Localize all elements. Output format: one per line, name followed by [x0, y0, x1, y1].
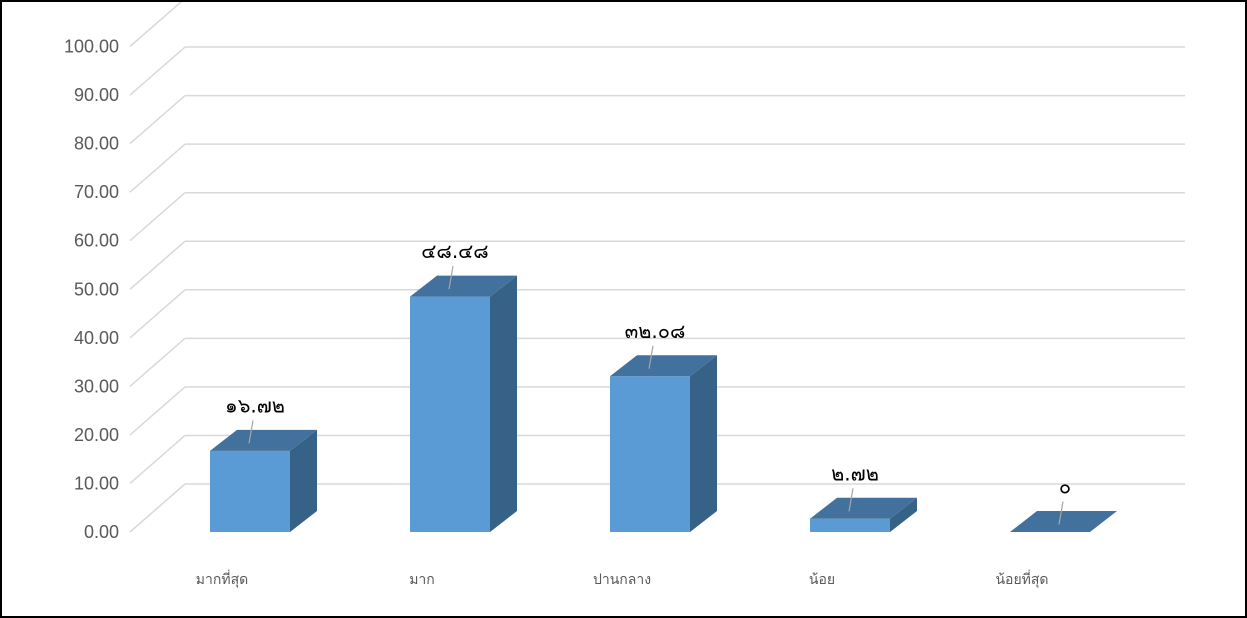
bar-top [610, 355, 717, 377]
x-category-label: มาก [409, 572, 435, 588]
y-axis-ticks: 0.00 10.00 20.00 30.00 40.00 50.00 60.00 70.00 8… [64, 37, 119, 543]
leader-line [448, 266, 454, 290]
x-category-label: ปานกลาง [593, 572, 651, 588]
data-label: ๑๖.๗๒ [225, 393, 285, 417]
y-tick-label: 60.00 [74, 231, 119, 251]
bar-front [210, 450, 290, 532]
bars [210, 275, 1117, 532]
gridline-diagonal [129, 95, 186, 145]
x-axis-categories: มากที่สุด มาก ปานกลาง น้อย น้อยที่สุด [196, 570, 1049, 588]
gridline-diagonal [129, 46, 186, 96]
y-tick-label: 40.00 [74, 328, 119, 348]
gridline-diagonal [129, 337, 186, 387]
y-tick-label: 10.00 [74, 473, 119, 493]
bar-top [1010, 511, 1117, 532]
data-label: ๓๒.๐๘ [625, 319, 686, 343]
bar [210, 429, 317, 532]
x-category-label: มากที่สุด [196, 570, 248, 588]
leader-line [1058, 501, 1064, 525]
y-tick-label: 90.00 [74, 85, 119, 105]
bar-front [610, 376, 690, 532]
y-tick-label: 80.00 [74, 134, 119, 154]
bar-top [810, 497, 917, 519]
data-label: ๐ [1059, 475, 1071, 499]
gridline-diagonal [129, 434, 186, 485]
bar [410, 275, 517, 532]
gridline-diagonal [129, 143, 186, 193]
leader-line [848, 488, 854, 512]
bar [810, 497, 917, 532]
gridline-diagonal [129, 289, 186, 339]
leader-line [248, 420, 254, 444]
data-label: ๒.๗๒ [831, 461, 879, 485]
y-tick-label: 30.00 [74, 376, 119, 396]
bar [1010, 511, 1117, 532]
gridline-diagonal [129, 483, 186, 533]
bar-top [210, 429, 317, 451]
leader-line [648, 345, 654, 369]
x-category-label: น้อย [809, 572, 835, 588]
y-tick-label: 0.00 [84, 522, 119, 542]
gridline-diagonal [129, 386, 186, 436]
bar-side [890, 497, 917, 532]
y-tick-label: 100.00 [64, 37, 119, 57]
gridline-diagonal [129, 192, 186, 242]
gridline-diagonal [129, 240, 186, 290]
bar-side [490, 275, 517, 532]
data-label: ๔๘.๔๘ [421, 239, 489, 263]
x-category-label: น้อยที่สุด [995, 570, 1048, 588]
bar-front [410, 296, 490, 532]
bar-front [810, 518, 890, 532]
bar [610, 355, 717, 532]
y-tick-label: 50.00 [74, 279, 119, 299]
bar-top [410, 275, 517, 297]
gridline-diagonal [129, 2, 183, 48]
bar-side [290, 429, 317, 532]
y-tick-label: 20.00 [74, 425, 119, 445]
bar-side [690, 355, 717, 532]
y-tick-label: 70.00 [74, 182, 119, 202]
